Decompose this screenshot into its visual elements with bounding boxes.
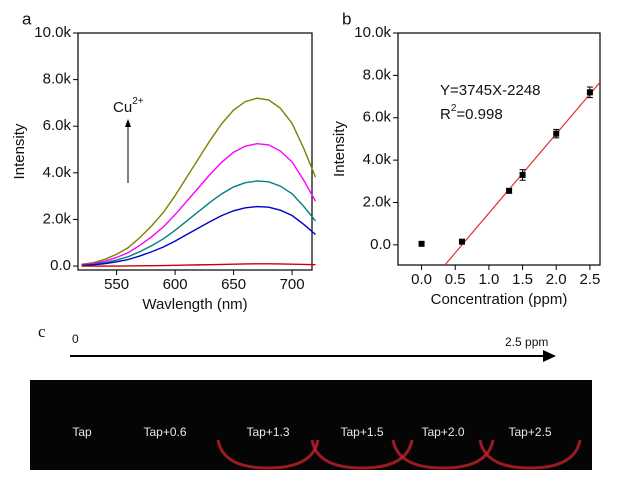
- y-tick-label: 2.0k: [363, 193, 392, 210]
- point: [553, 130, 560, 137]
- y-axis-title: Intensity: [11, 123, 28, 179]
- line-series: [81, 180, 317, 266]
- line-series: [81, 97, 317, 266]
- x-tick-label: 700: [280, 276, 305, 293]
- point: [458, 238, 465, 245]
- arrow-start-label: 0: [72, 332, 79, 346]
- x-axis-title: Wavlength (nm): [142, 296, 247, 313]
- x-tick-label: 550: [104, 276, 129, 293]
- line-series: [81, 142, 317, 266]
- y-tick-label: 8.0k: [43, 71, 72, 88]
- sample-label: Tap+1.3: [246, 425, 289, 439]
- line-series: [81, 263, 316, 267]
- x-tick-label: 2.0: [546, 271, 567, 288]
- annotation-sup: 2+: [132, 96, 144, 107]
- line-series: [81, 205, 316, 267]
- annotation-sup: 2: [451, 103, 457, 114]
- plot-frame: [397, 32, 601, 266]
- point: [586, 89, 593, 96]
- y-tick-label: 0.0: [370, 236, 391, 253]
- x-tick-label: 0.0: [411, 271, 432, 288]
- panel-label: a: [22, 9, 32, 28]
- annotation-text: Cu: [113, 99, 132, 116]
- y-tick-label: 4.0k: [43, 164, 72, 181]
- annotation: Cu2+: [113, 96, 144, 116]
- y-tick-label: 10.0k: [34, 24, 71, 41]
- point: [506, 187, 513, 194]
- vials: Tap Tap+0.6 Tap+1.3 Tap+1.5 Tap+2.0 Tap+2.5: [72, 425, 582, 470]
- arrow-head: [543, 350, 556, 362]
- vial-glow: [216, 439, 320, 470]
- annotation: Y=3745X-2248: [440, 82, 541, 99]
- y-tick-label: 6.0k: [43, 117, 72, 134]
- panel-label: c: [38, 322, 46, 341]
- y-tick-label: 8.0k: [363, 66, 392, 83]
- point: [519, 171, 526, 178]
- plot-frame: [77, 32, 313, 271]
- sample-label: Tap+0.6: [143, 425, 186, 439]
- y-tick-label: 6.0k: [363, 109, 392, 126]
- point: [418, 240, 425, 247]
- sample-label: Tap+2.0: [421, 425, 464, 439]
- x-tick-label: 600: [163, 276, 188, 293]
- sample-label: Tap+2.5: [508, 425, 551, 439]
- sample-label: Tap: [72, 425, 92, 439]
- y-tick-label: 2.0k: [43, 210, 72, 227]
- y-tick-label: 0.0: [50, 257, 71, 274]
- x-tick-label: 1.5: [512, 271, 533, 288]
- y-axis-title: Intensity: [331, 121, 348, 177]
- x-tick-label: 2.5: [579, 271, 600, 288]
- annotation-text: Y=3745X-2248: [440, 82, 541, 99]
- y-tick-label: 10.0k: [354, 24, 391, 41]
- vial-glow: [478, 439, 582, 470]
- annotation-rest: =0.998: [456, 106, 502, 123]
- annotation-arrow-head: [125, 119, 131, 127]
- x-tick-label: 650: [221, 276, 246, 293]
- panel-label: b: [342, 9, 351, 28]
- x-tick-label: 1.0: [478, 271, 499, 288]
- y-tick-label: 4.0k: [363, 151, 392, 168]
- x-tick-label: 0.5: [445, 271, 466, 288]
- arrow-end-label: 2.5 ppm: [505, 335, 548, 349]
- annotation-text: R: [440, 106, 451, 123]
- annotation: R2=0.998: [440, 103, 503, 123]
- sample-label: Tap+1.5: [340, 425, 383, 439]
- x-axis-title: Concentration (ppm): [431, 291, 568, 308]
- vial-glow: [310, 439, 414, 470]
